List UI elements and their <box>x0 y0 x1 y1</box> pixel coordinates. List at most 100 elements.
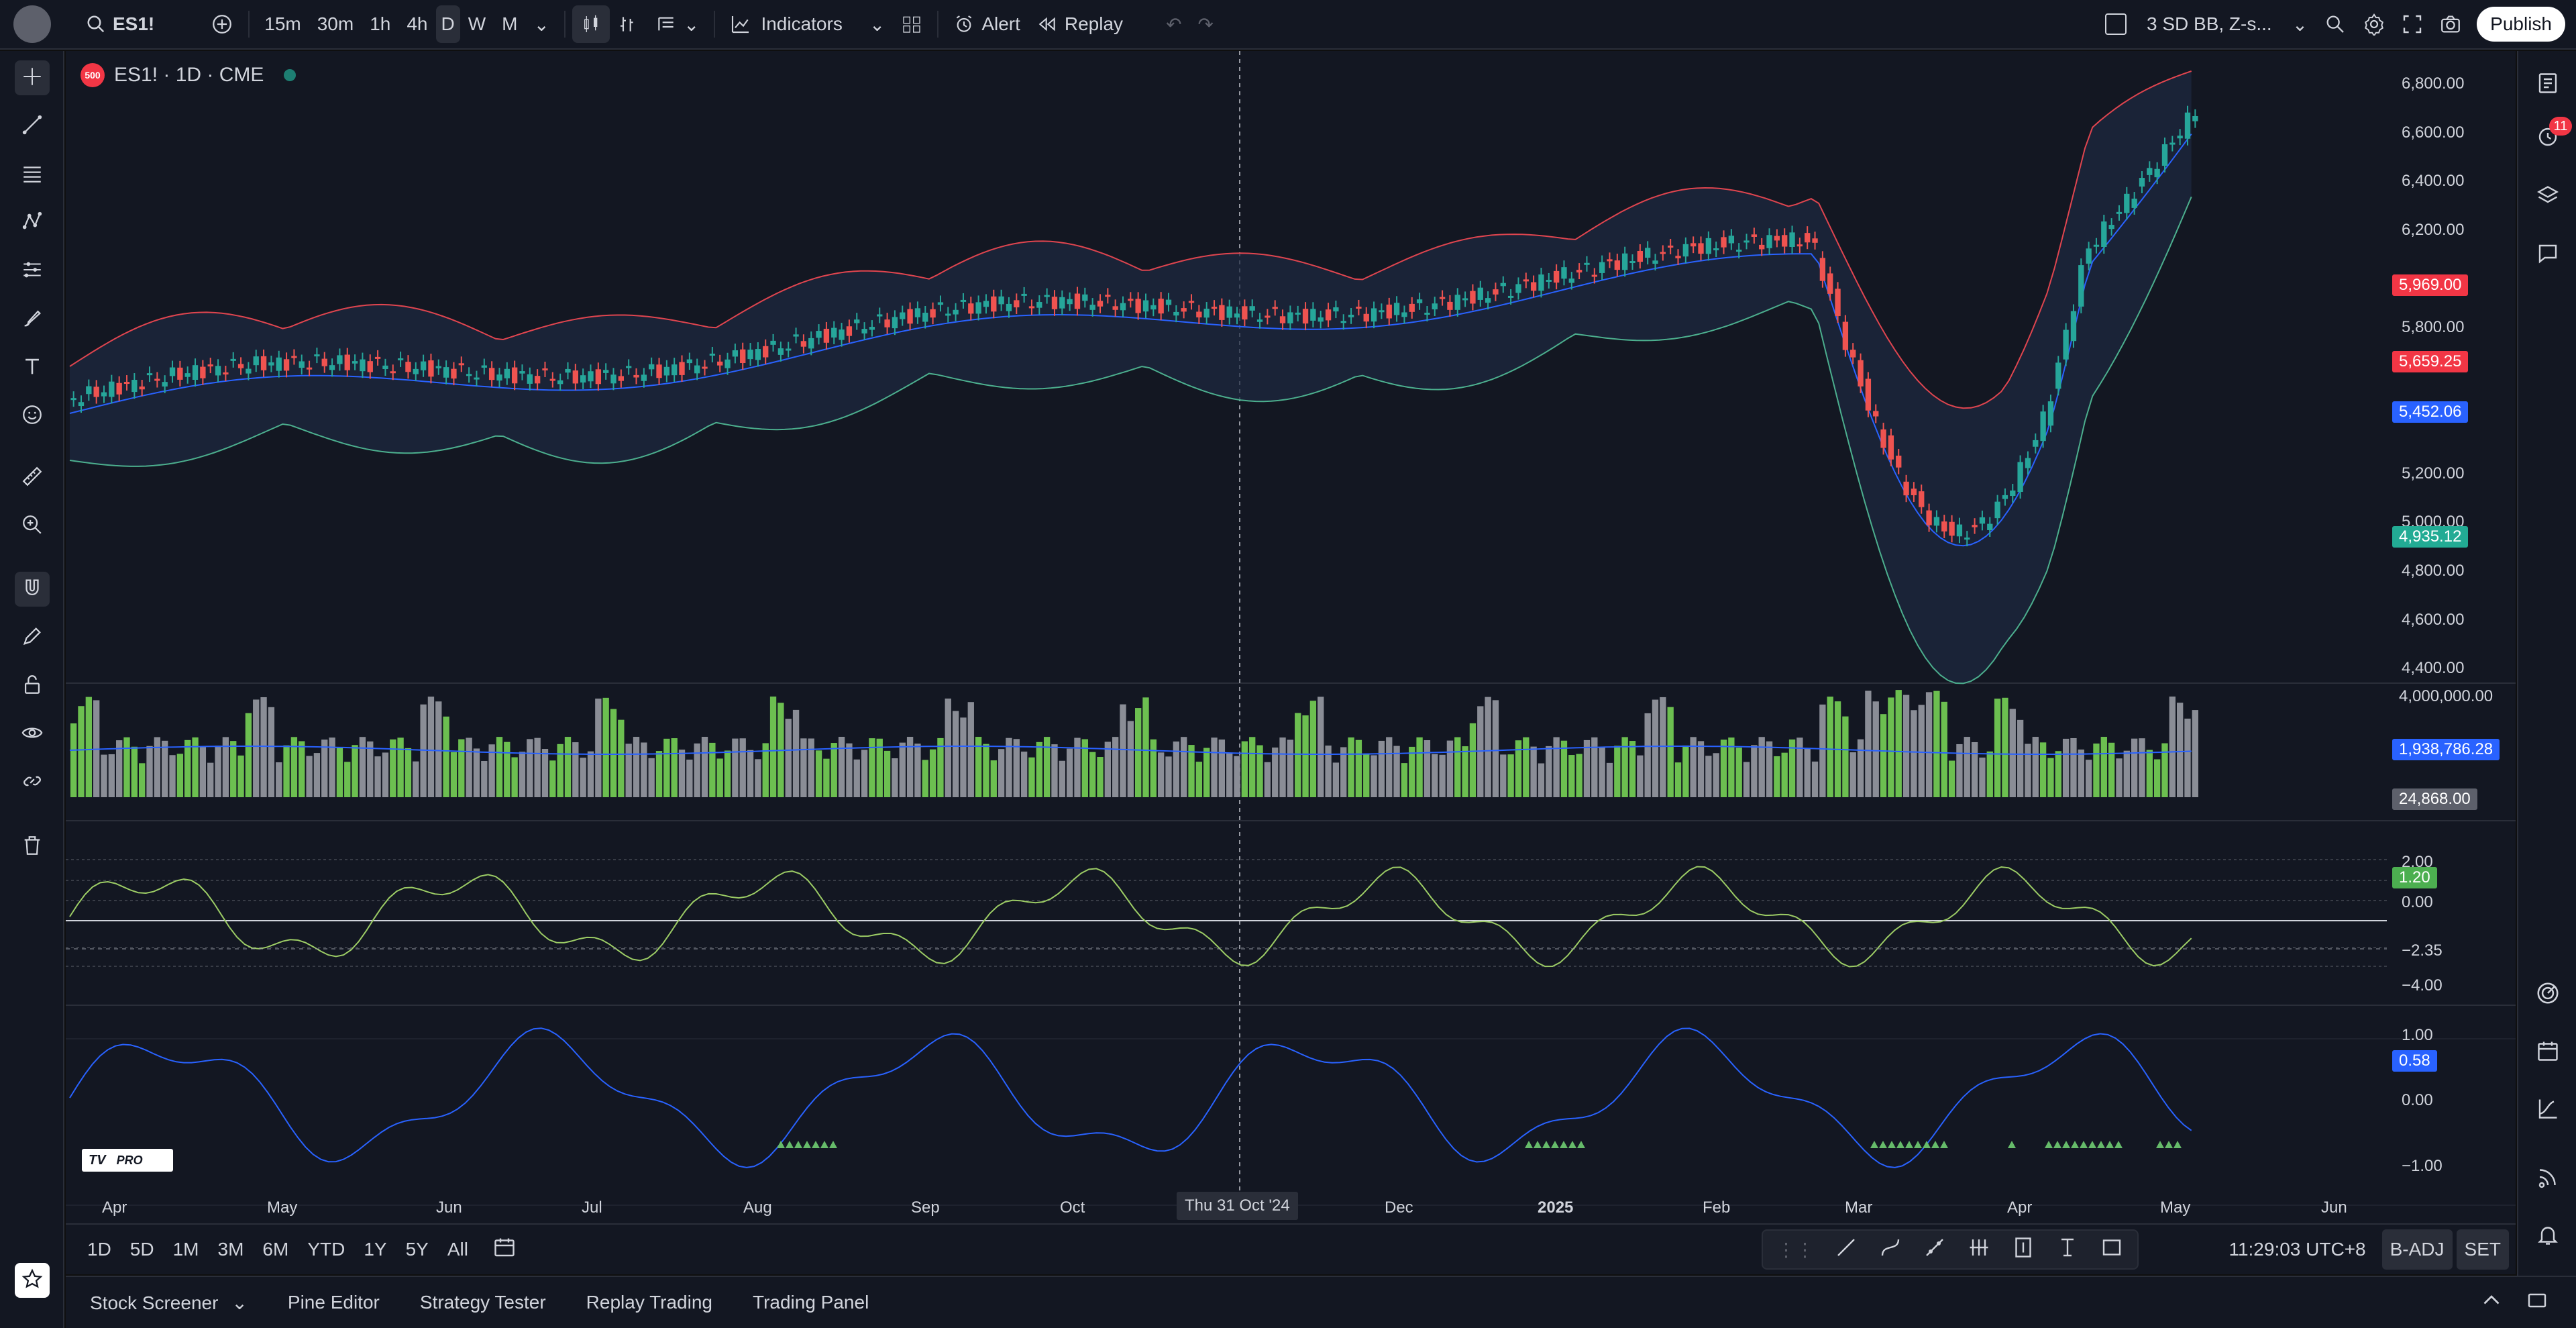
range-5y[interactable]: 5Y <box>405 1239 429 1260</box>
indicators-button[interactable]: Indicators ⌄ <box>722 5 893 43</box>
range-1y[interactable]: 1Y <box>364 1239 387 1260</box>
interval-m[interactable]: M <box>502 13 518 34</box>
fullscreen-button[interactable] <box>2394 5 2431 43</box>
zoom-tool[interactable] <box>15 509 50 544</box>
curve-icon[interactable] <box>1878 1235 1902 1264</box>
object-tree-button[interactable] <box>2530 180 2565 215</box>
interval-dropdown[interactable]: ⌄ <box>526 5 557 43</box>
settings-button[interactable] <box>2355 5 2394 43</box>
snapshot-button[interactable] <box>2431 5 2470 43</box>
ray-icon[interactable] <box>1923 1235 1947 1264</box>
interval-1h[interactable]: 1h <box>370 13 391 34</box>
compare-button[interactable] <box>610 5 647 43</box>
brush-tool[interactable] <box>15 302 50 337</box>
favorites-button[interactable] <box>15 1263 50 1298</box>
tab-trading-panel[interactable]: Trading Panel <box>753 1292 869 1313</box>
alerts-button[interactable]: 11 <box>2530 117 2572 156</box>
volume-bar <box>1188 745 1195 797</box>
range-1m[interactable]: 1M <box>172 1239 199 1260</box>
forecast-tool[interactable] <box>15 254 50 289</box>
layout-select[interactable]: 3 SD BB, Z-s... ⌄ <box>2097 5 2316 43</box>
candle-body <box>1256 319 1263 322</box>
tab-replay-trading[interactable]: Replay Trading <box>586 1292 712 1313</box>
badj-button[interactable]: B-ADJ <box>2381 1229 2453 1270</box>
tab-pine-editor[interactable]: Pine Editor <box>287 1292 380 1313</box>
add-symbol-button[interactable] <box>203 5 241 43</box>
options-button[interactable] <box>2530 1092 2565 1127</box>
trend-line-tool[interactable] <box>15 109 50 144</box>
interval-15m[interactable]: 15m <box>264 13 301 34</box>
tab-stock-screener[interactable]: Stock Screener ⌄ <box>66 1292 268 1314</box>
candles-style-button[interactable] <box>572 5 610 43</box>
pattern-tool[interactable] <box>15 205 50 240</box>
drag-handle-icon[interactable]: ⋮⋮ <box>1776 1239 1815 1260</box>
range-1d[interactable]: 1D <box>87 1239 111 1260</box>
candle-body <box>162 382 168 387</box>
alert-button[interactable]: Alert <box>945 5 1028 43</box>
emoji-tool[interactable] <box>15 399 50 433</box>
legend-title[interactable]: ES1! · 1D · CME <box>114 64 264 86</box>
watchlist-button[interactable] <box>2530 67 2565 102</box>
interval-30m[interactable]: 30m <box>317 13 354 34</box>
undo-icon: ↶ <box>1166 13 1182 35</box>
hide-tool[interactable] <box>15 717 50 752</box>
measure-tool[interactable] <box>15 460 50 495</box>
range-all[interactable]: All <box>447 1239 468 1260</box>
calendar-button[interactable] <box>2530 1035 2565 1070</box>
redo-button[interactable]: ↷ <box>1190 5 1222 43</box>
collapse-panel-button[interactable] <box>2469 1288 2514 1317</box>
screeners-button[interactable] <box>2530 977 2565 1012</box>
goto-date-button[interactable] <box>483 1235 526 1264</box>
clock-display[interactable]: 11:29:03 UTC+8 <box>2229 1239 2366 1260</box>
range-ytd[interactable]: YTD <box>307 1239 345 1260</box>
candle-body <box>679 362 685 375</box>
tab-strategy-tester[interactable]: Strategy Tester <box>419 1292 546 1313</box>
notifications-button[interactable] <box>2530 1219 2565 1254</box>
magnet-tool[interactable] <box>15 572 50 607</box>
rectangle-icon[interactable] <box>2100 1235 2124 1264</box>
remove-tool[interactable] <box>15 829 50 864</box>
volume-bar <box>466 737 472 797</box>
line-icon[interactable] <box>1834 1235 1858 1264</box>
avatar[interactable] <box>13 5 51 43</box>
interval-w[interactable]: W <box>468 13 486 34</box>
candle-body <box>755 349 761 360</box>
drawing-mode-tool[interactable] <box>15 620 50 655</box>
interval-d[interactable]: D <box>435 5 460 43</box>
session-button[interactable]: SET <box>2456 1229 2509 1270</box>
stream-button[interactable] <box>2530 1161 2565 1196</box>
price-range-icon[interactable] <box>2011 1235 2035 1264</box>
volume-bar <box>663 738 670 797</box>
pitchfork-icon[interactable] <box>1967 1235 1991 1264</box>
candle-body <box>2154 168 2160 178</box>
layouts-button[interactable] <box>893 5 930 43</box>
signal-triangle <box>1896 1141 1904 1148</box>
undo-button[interactable]: ↶ <box>1158 5 1189 43</box>
chats-button[interactable] <box>2530 238 2565 272</box>
replay-button[interactable]: Replay <box>1028 5 1131 43</box>
range-6m[interactable]: 6M <box>262 1239 289 1260</box>
candle-body <box>230 358 236 361</box>
volume-bar <box>397 737 404 797</box>
volume-bar <box>313 753 321 797</box>
fib-tool[interactable] <box>15 157 50 192</box>
chart-type-button[interactable]: ⌄ <box>647 5 707 43</box>
text-tool[interactable] <box>15 350 50 385</box>
candle-body <box>1979 517 1986 524</box>
candle-body <box>1242 306 1248 320</box>
symbol-label: ES1! <box>113 13 155 34</box>
chart-canvas[interactable] <box>66 51 2516 1223</box>
quick-search-button[interactable] <box>2316 5 2355 43</box>
range-5d[interactable]: 5D <box>129 1239 154 1260</box>
interval-4h[interactable]: 4h <box>407 13 428 34</box>
candle-body <box>1059 297 1065 309</box>
symbol-search[interactable]: ES1! <box>78 5 162 43</box>
text-cursor-icon[interactable] <box>2055 1235 2080 1264</box>
range-3m[interactable]: 3M <box>217 1239 244 1260</box>
lock-tool[interactable] <box>15 668 50 703</box>
maximize-panel-button[interactable] <box>2514 1288 2576 1317</box>
crosshair-tool[interactable] <box>15 60 50 95</box>
chart-area[interactable]: 500 ES1! · 1D · CME <box>66 51 2516 1223</box>
publish-button[interactable]: Publish <box>2477 7 2565 42</box>
link-tool[interactable] <box>15 765 50 800</box>
